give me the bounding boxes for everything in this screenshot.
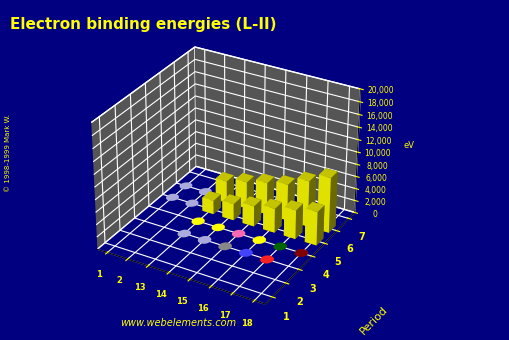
Text: © 1998-1999 Mark W.: © 1998-1999 Mark W.: [5, 114, 11, 192]
Y-axis label: Period: Period: [357, 304, 388, 336]
Text: Electron binding energies (L-II): Electron binding energies (L-II): [10, 17, 276, 32]
Text: www.webelements.com: www.webelements.com: [120, 318, 236, 328]
